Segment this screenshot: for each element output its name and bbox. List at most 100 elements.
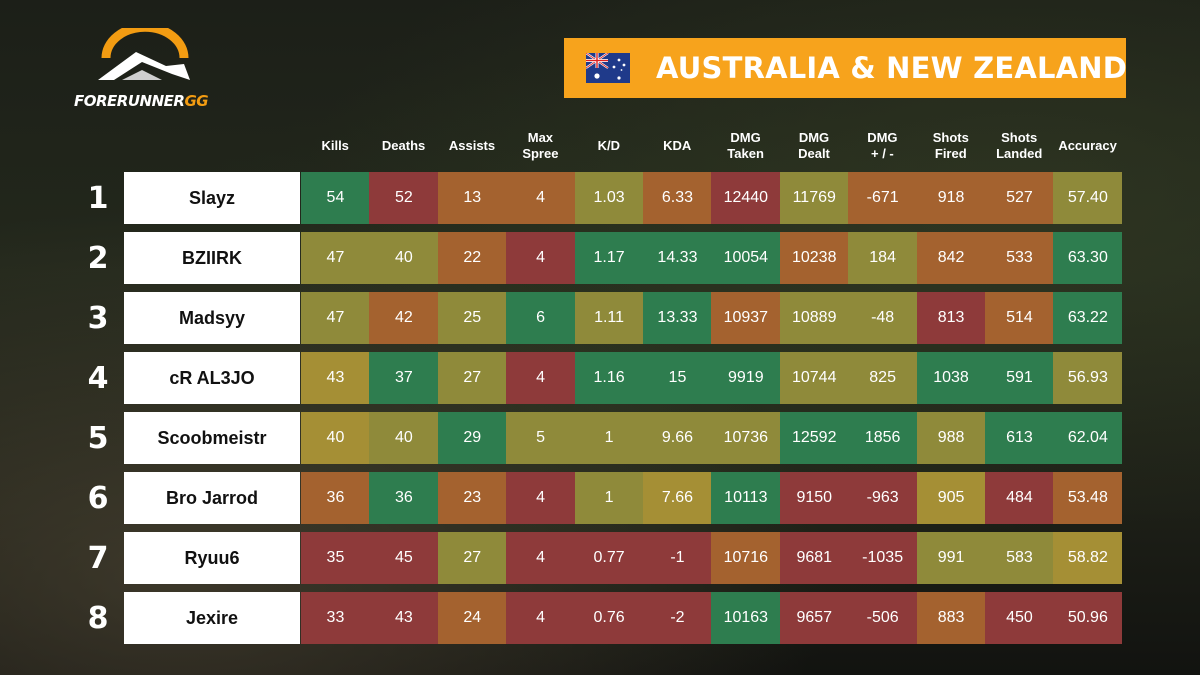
player-name: Slayz <box>124 172 300 224</box>
stat-cell-deaths: 40 <box>369 232 439 284</box>
stat-cell-assists: 25 <box>437 292 507 344</box>
stat-cell-max-spree: 4 <box>506 532 576 584</box>
stat-cell-dmg-diff: 184 <box>848 232 918 284</box>
header-max-spree: Max Spree <box>522 130 559 161</box>
stat-cell-shots-fired: 842 <box>916 232 986 284</box>
stat-cell-kills: 33 <box>301 592 370 644</box>
stat-cell-dmg-taken: 10113 <box>711 472 781 524</box>
stat-cell-kills: 47 <box>301 292 370 344</box>
stat-cell-dmg-taken: 12440 <box>711 172 781 224</box>
stat-cell-accuracy: 57.40 <box>1053 172 1123 224</box>
stat-cell-max-spree: 6 <box>506 292 576 344</box>
stat-cell-kd: 1 <box>574 412 644 464</box>
stat-cell-kda: 14.33 <box>643 232 712 284</box>
stat-cell-dmg-diff: -671 <box>848 172 918 224</box>
stat-cell-kda: 9.66 <box>643 412 712 464</box>
stat-cell-shots-landed: 613 <box>985 412 1054 464</box>
stat-cell-kills: 40 <box>301 412 370 464</box>
stat-cell-max-spree: 4 <box>506 232 576 284</box>
stat-cell-dmg-dealt: 10889 <box>779 292 849 344</box>
header-kills: Kills <box>321 138 349 153</box>
rank-number: 5 <box>87 420 109 456</box>
header-kd: K/D <box>597 138 620 153</box>
rank-number: 7 <box>87 540 109 576</box>
stat-cell-deaths: 37 <box>369 352 439 404</box>
stat-cell-kda: 6.33 <box>643 172 712 224</box>
stat-cell-shots-fired: 905 <box>916 472 986 524</box>
player-name: Bro Jarrod <box>124 472 300 524</box>
stat-cell-dmg-taken: 10054 <box>711 232 781 284</box>
stat-cell-accuracy: 62.04 <box>1053 412 1123 464</box>
stat-cell-max-spree: 4 <box>506 172 576 224</box>
stat-cell-kd: 0.77 <box>574 532 644 584</box>
stat-cell-dmg-dealt: 12592 <box>779 412 849 464</box>
stat-cell-shots-fired: 991 <box>916 532 986 584</box>
stat-cell-kda: -1 <box>643 532 712 584</box>
stat-cell-assists: 29 <box>437 412 507 464</box>
stat-cell-kd: 0.76 <box>574 592 644 644</box>
stat-cell-assists: 23 <box>437 472 507 524</box>
stat-cell-accuracy: 63.30 <box>1053 232 1123 284</box>
stat-cell-dmg-diff: 825 <box>848 352 918 404</box>
stat-cell-kda: -2 <box>643 592 712 644</box>
rank-number: 4 <box>87 360 109 396</box>
stat-cell-kd: 1.16 <box>574 352 644 404</box>
stat-cell-assists: 24 <box>437 592 507 644</box>
stat-cell-assists: 13 <box>437 172 507 224</box>
stat-cell-kd: 1.17 <box>574 232 644 284</box>
stat-cell-deaths: 36 <box>369 472 439 524</box>
stat-cell-dmg-diff: -506 <box>848 592 918 644</box>
stat-cell-dmg-diff: -1035 <box>848 532 918 584</box>
stat-cell-deaths: 40 <box>369 412 439 464</box>
player-name: Jexire <box>124 592 300 644</box>
player-name: Scoobmeistr <box>124 412 300 464</box>
stat-cell-dmg-diff: -963 <box>848 472 918 524</box>
australia-flag-icon <box>585 52 630 83</box>
stat-cell-dmg-taken: 10736 <box>711 412 781 464</box>
stat-cell-accuracy: 63.22 <box>1053 292 1123 344</box>
stat-cell-kda: 13.33 <box>643 292 712 344</box>
stat-cell-max-spree: 4 <box>506 352 576 404</box>
stat-cell-shots-landed: 450 <box>985 592 1054 644</box>
stat-cell-max-spree: 4 <box>506 472 576 524</box>
stat-cell-dmg-taken: 10716 <box>711 532 781 584</box>
region-banner: AUSTRALIA & NEW ZEALAND <box>564 38 1128 98</box>
stat-cell-accuracy: 50.96 <box>1053 592 1123 644</box>
stat-cell-dmg-taken: 10937 <box>711 292 781 344</box>
header-assists: Assists <box>448 138 496 153</box>
player-name: cR AL3JO <box>124 352 300 404</box>
stat-cell-shots-fired: 813 <box>916 292 986 344</box>
stat-cell-dmg-dealt: 10744 <box>779 352 849 404</box>
header-dmg-dealt: DMG Dealt <box>798 130 830 161</box>
logo-text-accent: GG <box>184 92 209 110</box>
stat-cell-accuracy: 58.82 <box>1053 532 1123 584</box>
stat-cell-assists: 27 <box>437 532 507 584</box>
stat-cell-shots-fired: 883 <box>916 592 986 644</box>
stat-cell-kills: 43 <box>301 352 370 404</box>
stat-cell-shots-landed: 583 <box>985 532 1054 584</box>
player-name: Madsyy <box>124 292 300 344</box>
forerunner-logo-icon <box>98 28 190 80</box>
region-title: AUSTRALIA & NEW ZEALAND <box>656 51 1128 85</box>
rank-number: 6 <box>87 480 109 516</box>
header-kda: KDA <box>663 138 692 153</box>
stat-cell-kills: 54 <box>301 172 370 224</box>
stat-cell-shots-landed: 484 <box>985 472 1054 524</box>
player-name: BZIIRK <box>124 232 300 284</box>
stat-cell-shots-landed: 533 <box>985 232 1054 284</box>
header-shots-landed: Shots Landed <box>996 130 1043 161</box>
stat-cell-kda: 15 <box>643 352 712 404</box>
stat-cell-deaths: 43 <box>369 592 439 644</box>
stat-cell-assists: 27 <box>437 352 507 404</box>
stat-cell-deaths: 42 <box>369 292 439 344</box>
header-dmg-taken: DMG Taken <box>727 130 764 161</box>
stat-cell-dmg-taken: 10163 <box>711 592 781 644</box>
rank-number: 3 <box>87 300 109 336</box>
stat-cell-shots-landed: 514 <box>985 292 1054 344</box>
header-accuracy: Accuracy <box>1058 138 1117 153</box>
forerunner-logo: FORERUNNERGG <box>72 28 212 118</box>
player-name: Ryuu6 <box>124 532 300 584</box>
stat-cell-shots-fired: 988 <box>916 412 986 464</box>
stat-cell-accuracy: 53.48 <box>1053 472 1123 524</box>
stat-cell-dmg-diff: -48 <box>848 292 918 344</box>
